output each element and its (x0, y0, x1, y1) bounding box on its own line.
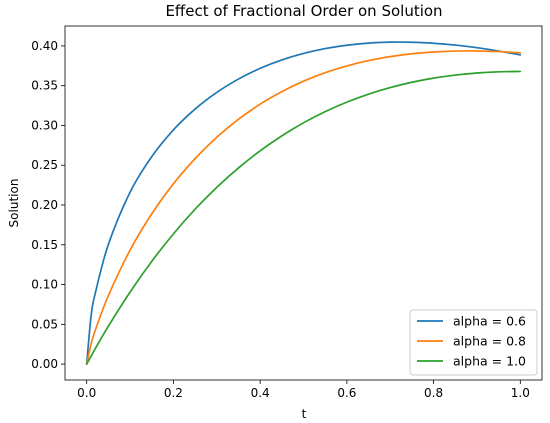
legend-label: alpha = 0.6 (453, 314, 526, 329)
y-tick-label: 0.40 (31, 39, 58, 53)
series-line-0 (85, 41, 522, 365)
x-tick-label: 0.8 (424, 386, 443, 400)
y-tick-label: 0.20 (31, 198, 58, 212)
x-axis-ticks: 0.0 0.2 0.4 0.6 0.8 1.0 (77, 380, 530, 400)
y-tick-label: 0.15 (31, 238, 58, 252)
y-tick-label: 0.00 (31, 357, 58, 371)
y-tick-label: 0.35 (31, 79, 58, 93)
plot-marks (85, 41, 522, 365)
y-tick-label: 0.25 (31, 158, 58, 172)
x-tick-label: 0.0 (77, 386, 96, 400)
x-tick-label: 1.0 (511, 386, 530, 400)
chart-title: Effect of Fractional Order on Solution (165, 2, 442, 20)
series-line-2 (85, 70, 522, 365)
y-tick-label: 0.10 (31, 278, 58, 292)
x-tick-label: 0.4 (251, 386, 270, 400)
series-line-1 (85, 50, 522, 365)
y-axis-ticks: 0.00 0.05 0.10 0.15 0.20 0.25 0.30 0.35 0.40 (31, 39, 65, 371)
axes-frame (64, 25, 543, 381)
legend-box (409, 309, 538, 376)
legend-label: alpha = 0.8 (453, 334, 526, 349)
y-axis-label: Solution (7, 179, 21, 228)
x-tick-label: 0.2 (164, 386, 183, 400)
y-tick-label: 0.05 (31, 317, 58, 331)
legend-label: alpha = 1.0 (453, 354, 526, 369)
x-axis-label: t (302, 407, 307, 421)
x-tick-label: 0.6 (337, 386, 356, 400)
y-tick-label: 0.30 (31, 118, 58, 132)
legend: alpha = 0.6 alpha = 0.8 alpha = 1.0 (409, 309, 538, 376)
